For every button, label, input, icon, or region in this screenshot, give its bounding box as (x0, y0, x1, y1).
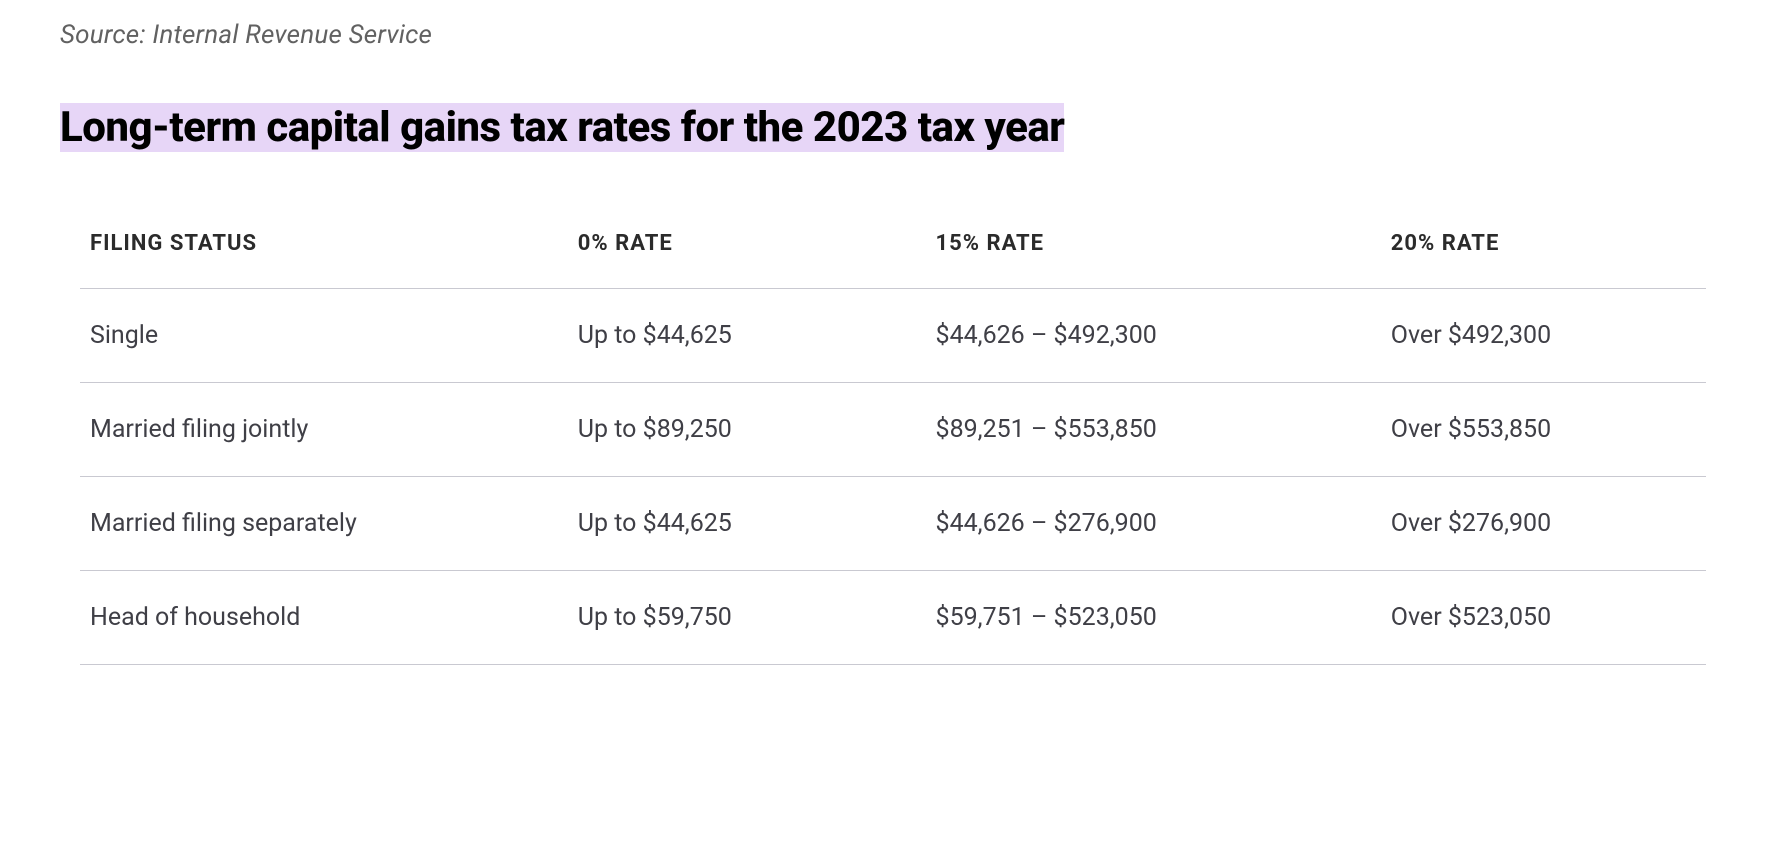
table-row: Married filing separately Up to $44,625 … (80, 476, 1706, 570)
col-header-filing-status: FILING STATUS (80, 217, 568, 289)
tax-rate-table: FILING STATUS 0% RATE 15% RATE 20% RATE … (80, 217, 1706, 665)
cell-rate-20: Over $523,050 (1381, 570, 1706, 664)
cell-rate-0: Up to $44,625 (568, 476, 926, 570)
cell-filing-status: Married filing jointly (80, 382, 568, 476)
cell-rate-20: Over $276,900 (1381, 476, 1706, 570)
col-header-rate-15: 15% RATE (926, 217, 1381, 289)
cell-rate-15: $44,626 – $492,300 (926, 288, 1381, 382)
cell-filing-status: Single (80, 288, 568, 382)
cell-rate-15: $44,626 – $276,900 (926, 476, 1381, 570)
page-title: Long-term capital gains tax rates for th… (60, 103, 1064, 152)
cell-rate-20: Over $492,300 (1381, 288, 1706, 382)
col-header-rate-0: 0% RATE (568, 217, 926, 289)
table-row: Head of household Up to $59,750 $59,751 … (80, 570, 1706, 664)
source-line: Source: Internal Revenue Service (60, 20, 1726, 50)
cell-rate-0: Up to $59,750 (568, 570, 926, 664)
table-row: Married filing jointly Up to $89,250 $89… (80, 382, 1706, 476)
cell-rate-0: Up to $89,250 (568, 382, 926, 476)
cell-rate-15: $59,751 – $523,050 (926, 570, 1381, 664)
tax-table-wrap: FILING STATUS 0% RATE 15% RATE 20% RATE … (60, 217, 1726, 665)
table-header-row: FILING STATUS 0% RATE 15% RATE 20% RATE (80, 217, 1706, 289)
page-title-wrap: Long-term capital gains tax rates for th… (60, 100, 1726, 157)
cell-filing-status: Married filing separately (80, 476, 568, 570)
cell-rate-0: Up to $44,625 (568, 288, 926, 382)
cell-rate-20: Over $553,850 (1381, 382, 1706, 476)
cell-rate-15: $89,251 – $553,850 (926, 382, 1381, 476)
col-header-rate-20: 20% RATE (1381, 217, 1706, 289)
cell-filing-status: Head of household (80, 570, 568, 664)
table-row: Single Up to $44,625 $44,626 – $492,300 … (80, 288, 1706, 382)
